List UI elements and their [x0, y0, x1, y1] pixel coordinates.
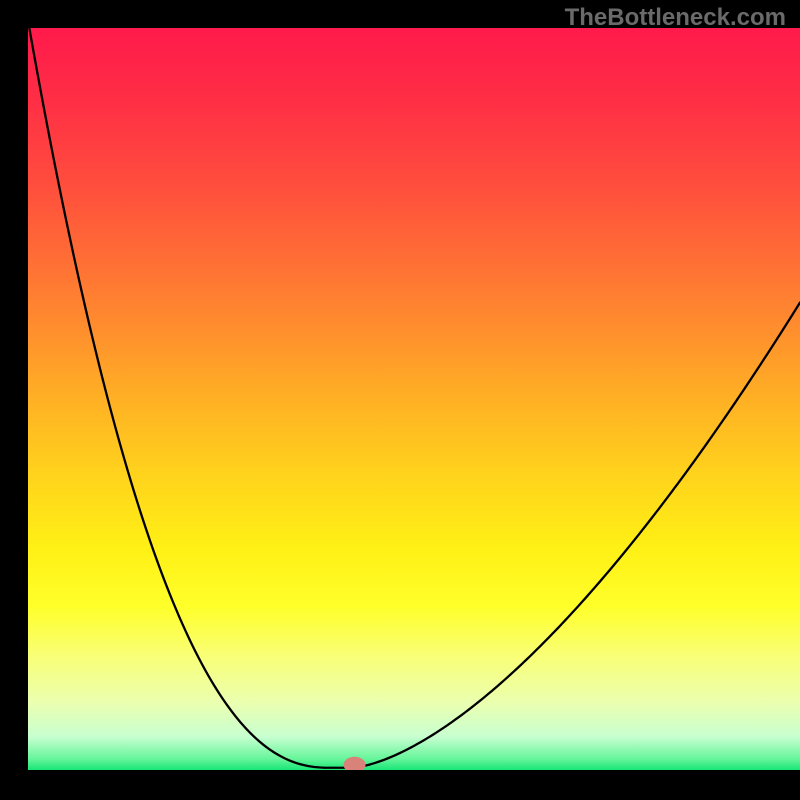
plot-gradient-background — [28, 28, 800, 770]
chart-svg — [0, 0, 800, 800]
